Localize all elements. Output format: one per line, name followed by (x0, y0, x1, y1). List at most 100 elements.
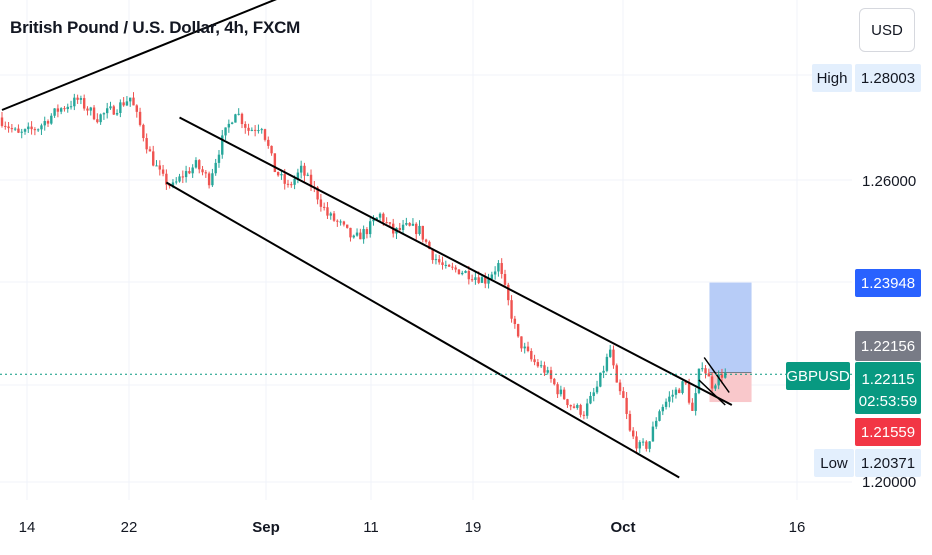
candle (286, 179, 290, 188)
candle (645, 440, 648, 452)
candle-body (204, 172, 208, 174)
candle (539, 360, 543, 369)
candle-body (342, 221, 346, 225)
candle (622, 387, 625, 399)
candle-body (155, 165, 158, 167)
candle-body (707, 373, 711, 377)
time-tick-label: Sep (252, 519, 280, 536)
candle-body (234, 114, 237, 123)
candle (714, 383, 717, 391)
candle (17, 124, 20, 134)
trend-lines[interactable] (1, 0, 733, 479)
candle-body (694, 393, 697, 411)
grid (0, 0, 852, 500)
candle-body (516, 324, 520, 337)
candle (306, 172, 309, 177)
candle-body (661, 406, 664, 412)
candle (576, 403, 579, 410)
candle-body (280, 174, 283, 176)
candle-body (135, 105, 138, 112)
flag-upper-line[interactable] (703, 357, 730, 393)
candle (106, 102, 109, 119)
candle-body (286, 183, 290, 185)
candle (520, 336, 523, 352)
candle-body (510, 300, 513, 319)
candle (523, 342, 526, 354)
candle-body (490, 274, 494, 280)
candle (142, 123, 145, 142)
candle-body (326, 207, 329, 216)
channel-upper-line[interactable] (179, 116, 733, 406)
candle-body (500, 263, 503, 274)
stop-price-tag-text: 1.21559 (861, 424, 915, 441)
candle (605, 353, 609, 373)
candle-body (480, 277, 484, 283)
candle (175, 177, 178, 185)
candle (618, 379, 622, 395)
candle (628, 410, 632, 432)
candle (257, 124, 260, 134)
time-axis[interactable]: 14 22 Sep 11 19 Oct 16 (19, 519, 806, 536)
candle-body (178, 176, 181, 182)
candle-body (276, 172, 280, 176)
candle-body (589, 395, 592, 404)
channel-lower-line[interactable] (165, 181, 680, 479)
candle-body (99, 114, 102, 123)
candle (99, 113, 102, 125)
candle (582, 411, 586, 420)
candle-body (622, 391, 625, 398)
candle (608, 344, 612, 359)
candle-body (451, 266, 454, 268)
candle-body (401, 224, 405, 230)
candle (526, 341, 530, 353)
candle (250, 127, 254, 132)
upper-wedge-line[interactable] (1, 0, 423, 111)
candle (115, 109, 119, 116)
candle (418, 220, 421, 236)
candle (408, 222, 411, 227)
target-price-tag-text: 1.23948 (861, 275, 915, 292)
candle-body (520, 336, 523, 349)
candle (40, 123, 43, 135)
candle (602, 365, 605, 379)
candle (710, 372, 714, 394)
flag-lower-line[interactable] (698, 379, 726, 406)
candle-body (645, 441, 648, 449)
candle (240, 112, 244, 129)
candle-body (270, 145, 273, 154)
candle-body (385, 222, 388, 224)
prev-close-tag-text: 1.22156 (861, 338, 915, 355)
candle-body (382, 213, 385, 223)
target-price-tag-bg (855, 269, 921, 297)
candle (194, 157, 198, 169)
candle-body (17, 128, 20, 133)
price-axis[interactable]: 1.26000 1.20000 (862, 173, 916, 491)
candle-body (497, 263, 500, 272)
candle (345, 224, 349, 229)
candle (73, 93, 76, 111)
candle (424, 238, 428, 244)
candle-body (165, 173, 168, 185)
candle (10, 124, 14, 133)
candle-body (263, 129, 267, 140)
candle (431, 248, 434, 264)
candle (132, 92, 135, 106)
candle (13, 127, 17, 131)
candle-body (198, 160, 201, 170)
candle (46, 119, 50, 127)
candle-body (20, 131, 23, 133)
high-label-tag-bg (812, 64, 852, 92)
candle (290, 181, 293, 188)
candle (546, 366, 549, 375)
candle (474, 271, 477, 285)
candle-body (240, 113, 244, 125)
candle-body (641, 441, 645, 443)
candle (415, 222, 418, 240)
target-zone (709, 282, 752, 373)
time-tick-label: 14 (19, 519, 36, 536)
candle (59, 107, 63, 115)
currency-button[interactable]: USD (859, 8, 915, 52)
candle (516, 323, 520, 338)
